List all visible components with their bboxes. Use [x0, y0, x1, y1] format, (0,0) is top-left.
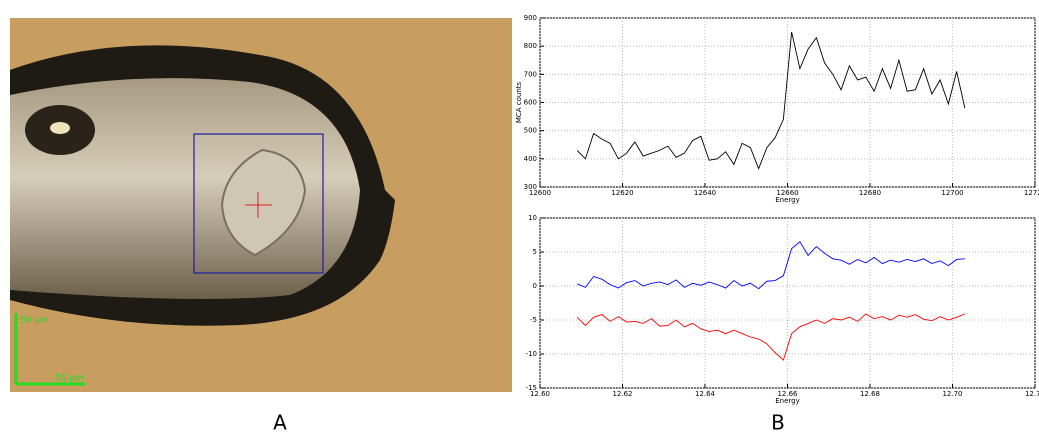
y-tick-label: -15	[526, 384, 537, 392]
panel-label: A	[273, 411, 287, 434]
x-tick-label: 12.72	[1025, 390, 1039, 398]
micrograph: 50 µm 50 µm	[10, 18, 512, 392]
x-tick-label: 12640	[694, 189, 716, 197]
x-tick-label: 12660	[776, 189, 798, 197]
x-tick-label: 12.66	[777, 390, 798, 398]
y-tick-label: -5	[530, 316, 537, 324]
data-line	[576, 313, 966, 361]
y-tick-label: 10	[528, 214, 537, 222]
y-tick-label: 600	[524, 99, 537, 107]
y-tick-label: -10	[526, 350, 537, 358]
panel-label: B	[771, 411, 785, 434]
y-tick-label: 0	[533, 282, 537, 290]
scale-bar-label: 50 µm	[55, 374, 84, 384]
x-tick-label: 12.60	[530, 390, 550, 398]
y-tick-label: 700	[524, 70, 537, 78]
y-axis-label: MCA counts	[515, 81, 523, 123]
x-tick-label: 12.70	[942, 390, 962, 398]
y-tick-label: 500	[524, 127, 537, 135]
x-tick-label: 12620	[611, 189, 633, 197]
y-tick-label: 5	[533, 248, 537, 256]
y-tick-label: 300	[524, 183, 537, 191]
y-tick-label: 800	[524, 42, 537, 50]
x-tick-label: 12.64	[695, 390, 716, 398]
x-tick-label: 12600	[529, 189, 551, 197]
y-tick-label: 900	[524, 14, 537, 22]
y-tick-label: 400	[524, 155, 537, 163]
x-tick-label: 12.62	[612, 390, 632, 398]
x-tick-label: 12700	[941, 189, 963, 197]
x-tick-label: 12.68	[860, 390, 880, 398]
x-axis-label: Energy	[775, 397, 800, 405]
scale-bar-label: 50 µm	[20, 316, 49, 326]
x-tick-label: 12720	[1024, 189, 1039, 197]
data-line	[576, 31, 966, 170]
x-tick-label: 12680	[859, 189, 881, 197]
x-axis-label: Energy	[775, 196, 800, 204]
data-line	[576, 241, 965, 290]
